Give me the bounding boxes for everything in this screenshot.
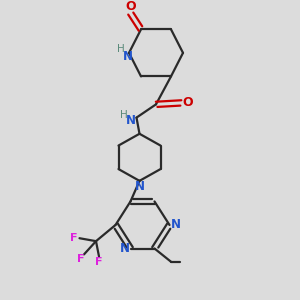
Text: F: F	[70, 233, 78, 243]
Text: N: N	[170, 218, 181, 232]
Text: H: H	[117, 44, 124, 54]
Text: O: O	[183, 96, 194, 110]
Text: N: N	[134, 180, 145, 193]
Text: O: O	[125, 0, 136, 13]
Text: H: H	[120, 110, 128, 120]
Text: F: F	[77, 254, 85, 264]
Text: N: N	[122, 50, 133, 63]
Text: F: F	[95, 257, 103, 267]
Text: N: N	[126, 114, 136, 127]
Text: N: N	[120, 242, 130, 255]
